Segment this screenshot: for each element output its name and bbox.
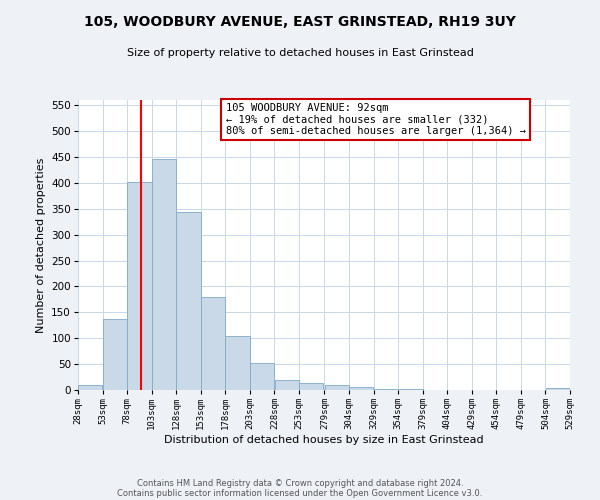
Bar — [176, 212, 200, 390]
Text: 105 WOODBURY AVENUE: 92sqm
← 19% of detached houses are smaller (332)
80% of sem: 105 WOODBURY AVENUE: 92sqm ← 19% of deta… — [226, 103, 526, 136]
Bar — [250, 363, 274, 390]
Bar — [545, 388, 570, 390]
X-axis label: Distribution of detached houses by size in East Grinstead: Distribution of detached houses by size … — [164, 434, 484, 445]
Bar — [349, 388, 373, 390]
Bar — [201, 297, 225, 390]
Text: Contains HM Land Registry data © Crown copyright and database right 2024.: Contains HM Land Registry data © Crown c… — [137, 478, 463, 488]
Bar — [226, 336, 250, 390]
Bar — [275, 380, 299, 390]
Bar — [152, 158, 176, 390]
Text: 105, WOODBURY AVENUE, EAST GRINSTEAD, RH19 3UY: 105, WOODBURY AVENUE, EAST GRINSTEAD, RH… — [84, 15, 516, 29]
Bar — [325, 385, 349, 390]
Bar — [78, 385, 103, 390]
Bar — [299, 383, 323, 390]
Bar — [374, 389, 398, 390]
Text: Contains public sector information licensed under the Open Government Licence v3: Contains public sector information licen… — [118, 488, 482, 498]
Bar — [103, 319, 127, 390]
Y-axis label: Number of detached properties: Number of detached properties — [36, 158, 46, 332]
Text: Size of property relative to detached houses in East Grinstead: Size of property relative to detached ho… — [127, 48, 473, 58]
Bar — [127, 182, 152, 390]
